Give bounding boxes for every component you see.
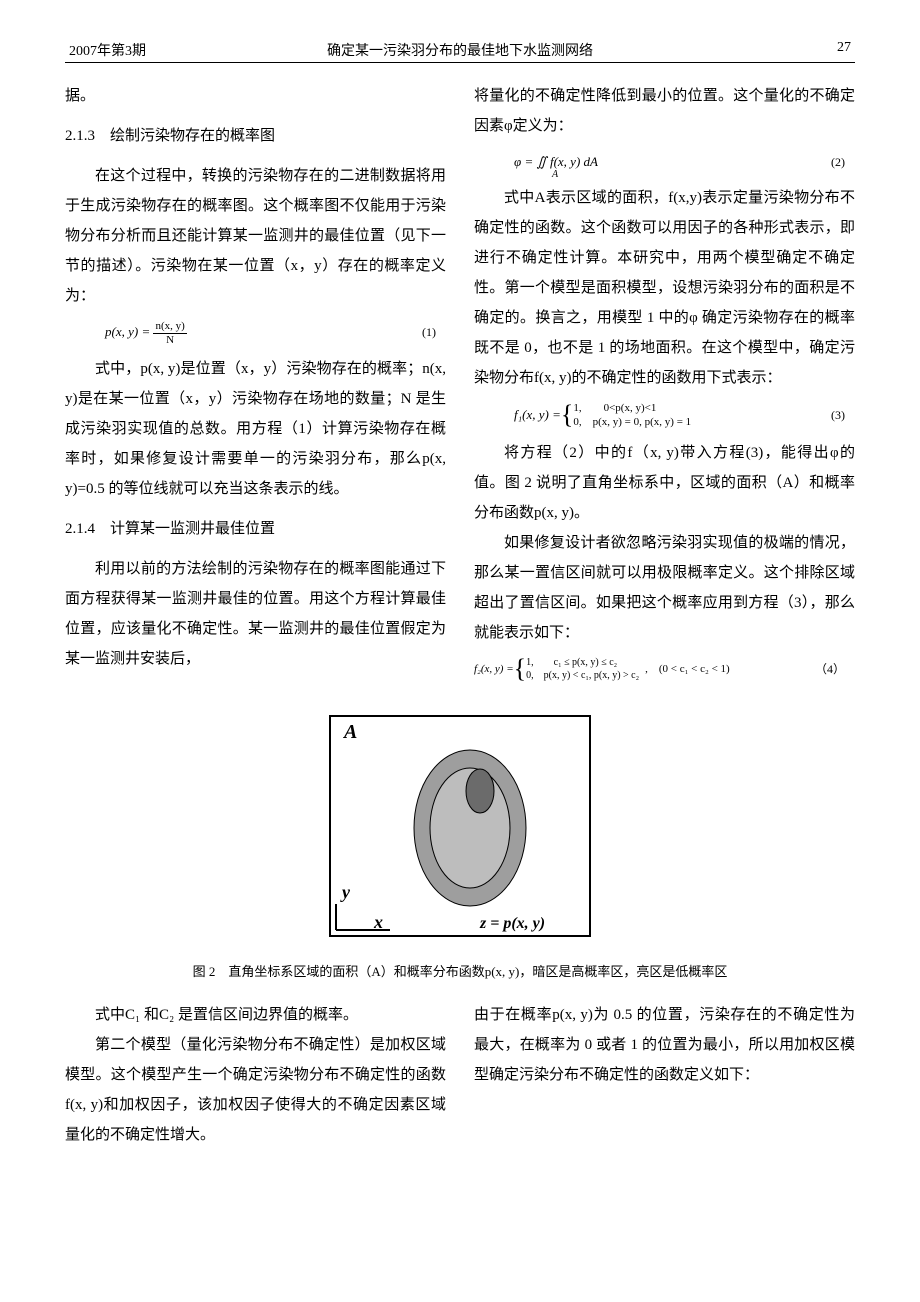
eq2-number: (2) [831, 150, 855, 174]
eq4-cond: , (0 < c₁ < c₂ < 1) [645, 658, 730, 680]
eq2-body: φ = ∬ f(x, y) dA A [514, 149, 831, 175]
page: 2007年第3期 27 确定某一污染羽分布的最佳地下水监测网络 据。 2.1.3… [0, 0, 920, 1200]
eq1-body: p(x, y) = n(x, y) N [105, 319, 422, 346]
equation-1: p(x, y) = n(x, y) N (1) [65, 319, 446, 346]
eq3-body: f₁(x, y) = { 1, 0<p(x, y)<1 0, p(x, y) =… [514, 401, 831, 430]
figure-2-caption: 图 2 直角坐标系区域的面积（A）和概率分布函数p(x, y)，暗区是高概率区，… [65, 961, 855, 980]
bottom-left-p1: 式中C₁ 和C₂ 是置信区间边界值的概率。 [65, 1000, 446, 1030]
figure-2: Ayxz = p(x, y) 图 2 直角坐标系区域的面积（A）和概率分布函数p… [65, 714, 855, 980]
eq3-line2: 0, p(x, y) = 0, p(x, y) = 1 [573, 416, 691, 428]
eq1-number: (1) [422, 320, 446, 344]
eq4-lhs: f₂(x, y) = [474, 658, 514, 680]
left-column: 据。 2.1.3 绘制污染物存在的概率图 在这个过程中，转换的污染物存在的二进制… [65, 81, 446, 690]
right-column: 将量化的不确定性降低到最小的位置。这个量化的不确定因素φ定义为： φ = ∬ f… [474, 81, 855, 690]
left-p2: 式中，p(x, y)是位置（x，y）污染物存在的概率；n(x, y)是在某一位置… [65, 354, 446, 504]
eq1-lhs: p(x, y) = [105, 324, 153, 339]
right-p3: 如果修复设计者欲忽略污染羽实现值的极端的情况，那么某一置信区间就可以用极限概率定… [474, 528, 855, 648]
eq4-line1: 1, c₁ ≤ p(x, y) ≤ c₂ [526, 657, 617, 668]
bottom-right-column: 由于在概率p(x, y)为 0.5 的位置，污染存在的不确定性为最大，在概率为 … [474, 1000, 855, 1150]
eq4-number: （4） [815, 657, 855, 681]
header-right: 27 [837, 40, 851, 60]
svg-text:A: A [342, 721, 357, 743]
bottom-left-p2: 第二个模型（量化污染物分布不确定性）是加权区域模型。这个模型产生一个确定污染物分… [65, 1030, 446, 1150]
eq1-numerator: n(x, y) [153, 320, 186, 333]
right-p0: 将量化的不确定性降低到最小的位置。这个量化的不确定因素φ定义为： [474, 81, 855, 141]
eq1-denominator: N [153, 334, 186, 346]
main-columns: 据。 2.1.3 绘制污染物存在的概率图 在这个过程中，转换的污染物存在的二进制… [65, 81, 855, 690]
header-left: 2007年第3期 [69, 40, 146, 60]
eq3-line1: 1, 0<p(x, y)<1 [573, 402, 656, 414]
eq3-number: (3) [831, 403, 855, 427]
svg-text:y: y [340, 882, 351, 902]
equation-3: f₁(x, y) = { 1, 0<p(x, y)<1 0, p(x, y) =… [474, 401, 855, 430]
eq4-line2: 0, p(x, y) < c₁, p(x, y) > c₂ [526, 670, 639, 681]
left-continuation: 据。 [65, 81, 446, 111]
section-2-1-3-title: 2.1.3 绘制污染物存在的概率图 [65, 121, 446, 151]
left-p1: 在这个过程中，转换的污染物存在的二进制数据将用于生成污染物存在的概率图。这个概率… [65, 161, 446, 311]
bottom-right-p1: 由于在概率p(x, y)为 0.5 的位置，污染存在的不确定性为最大，在概率为 … [474, 1000, 855, 1090]
right-p2: 将方程（2）中的f（x, y)带入方程(3)，能得出φ的值。图 2 说明了直角坐… [474, 438, 855, 528]
eq4-body: f₂(x, y) = { 1, c₁ ≤ p(x, y) ≤ c₂ 0, p(x… [474, 656, 815, 682]
eq2-region-sub: A [552, 165, 558, 185]
equation-4: f₂(x, y) = { 1, c₁ ≤ p(x, y) ≤ c₂ 0, p(x… [474, 656, 855, 682]
equation-2: φ = ∬ f(x, y) dA A (2) [474, 149, 855, 175]
eq1-fraction: n(x, y) N [153, 320, 186, 345]
bottom-left-column: 式中C₁ 和C₂ 是置信区间边界值的概率。 第二个模型（量化污染物分布不确定性）… [65, 1000, 446, 1150]
left-p3: 利用以前的方法绘制的污染物存在的概率图能通过下面方程获得某一监测井最佳的位置。用… [65, 554, 446, 674]
header-center: 确定某一污染羽分布的最佳地下水监测网络 [327, 40, 593, 60]
svg-text:z = p(x, y): z = p(x, y) [479, 915, 545, 932]
eq3-lhs: f₁(x, y) = [514, 402, 561, 428]
bottom-columns: 式中C₁ 和C₂ 是置信区间边界值的概率。 第二个模型（量化污染物分布不确定性）… [65, 1000, 855, 1150]
figure-2-svg: Ayxz = p(x, y) [310, 714, 610, 944]
right-p1: 式中A表示区域的面积，f(x,y)表示定量污染物分布不确定性的函数。这个函数可以… [474, 183, 855, 393]
section-2-1-4-title: 2.1.4 计算某一监测井最佳位置 [65, 514, 446, 544]
